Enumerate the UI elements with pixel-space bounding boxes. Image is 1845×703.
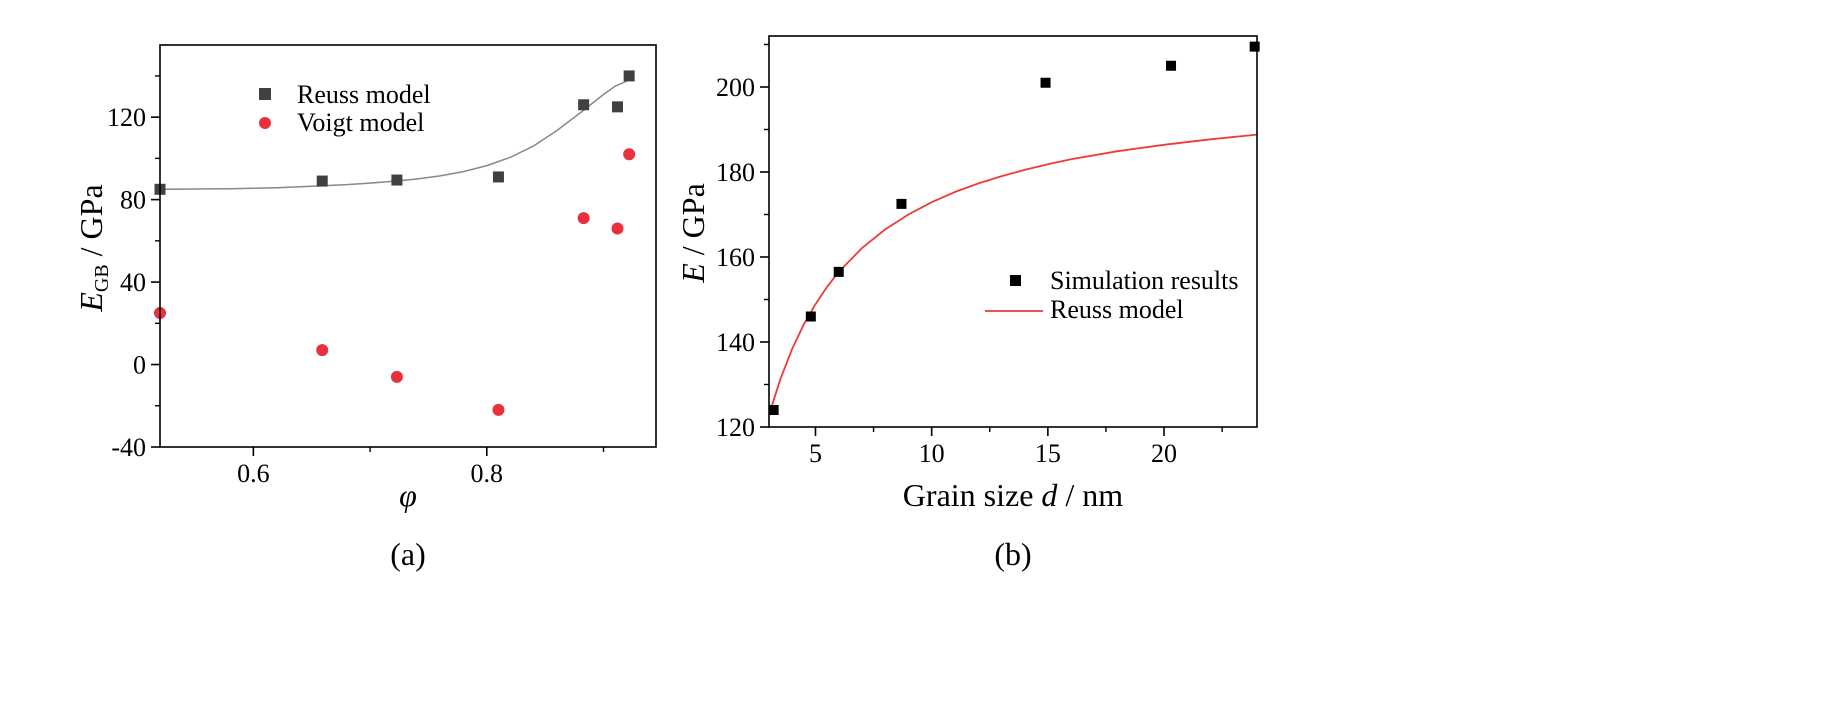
a-voigt-model-point: [623, 148, 636, 161]
b-simulation-results-point: [1166, 60, 1177, 71]
a-y-tick-label: -40: [111, 433, 146, 462]
panel-b-marks: [768, 41, 1260, 415]
a-voigt-model-point: [492, 403, 505, 416]
b-simulation-results-point: [768, 405, 779, 415]
panel-b-x-axis-label: Grain size d / nm: [903, 477, 1124, 513]
a-y-tick-label: 0: [133, 351, 146, 380]
legend-label-voigt-model: Voigt model: [297, 108, 424, 137]
panel-b-label: (b): [994, 536, 1031, 572]
b-y-tick-label: 200: [716, 73, 755, 102]
b-simulation-results-point: [896, 198, 907, 209]
a-reuss-model-point: [611, 101, 623, 113]
panel-a-y-axis-label: EGB / GPa: [73, 184, 113, 312]
legend-label-reuss-model: Reuss model: [297, 80, 431, 109]
b-x-tick-label: 15: [1035, 439, 1061, 468]
panel-b-axis-ticks: 5 10 15 20 120 140 160 180 200: [716, 43, 1223, 468]
legend-marker-reuss-model: [259, 88, 271, 100]
b-simulation-results-point: [1249, 41, 1260, 52]
panel-a-label: (a): [390, 536, 426, 572]
panel-a-legend: Reuss model Voigt model: [259, 80, 431, 137]
a-x-tick-label: 0.8: [471, 459, 504, 488]
legend-marker-voigt-model: [259, 117, 271, 129]
a-voigt-model-point: [390, 370, 403, 383]
b-x-tick-label: 20: [1151, 439, 1177, 468]
panel-b-chart: 5 10 15 20 120 140 160 180 200 Simulation result…: [675, 35, 1260, 572]
b-simulation-results-point: [1040, 77, 1051, 88]
a-y-tick-label: 80: [120, 186, 146, 215]
b-y-tick-label: 140: [716, 328, 755, 357]
b-y-tick-label: 160: [716, 243, 755, 272]
legend-marker-simulation-results: [1010, 275, 1021, 286]
a-voigt-model-point: [316, 344, 329, 357]
a-reuss-model-point: [316, 175, 328, 187]
b-x-tick-label: 5: [809, 439, 822, 468]
a-reuss-model-point: [391, 174, 403, 186]
panel-a-frame: [159, 44, 657, 448]
a-voigt-model-point: [611, 222, 624, 235]
a-reuss-model-point: [623, 70, 635, 82]
legend-label-reuss-model-b: Reuss model: [1050, 295, 1184, 324]
a-reuss-model-point: [578, 99, 590, 111]
panel-a-chart: 0.6 0.8 -40 0 40 80 120 Reuss model Voigt mode…: [73, 44, 657, 572]
a-y-tick-label: 40: [120, 268, 146, 297]
b-y-tick-label: 180: [716, 158, 755, 187]
a-reuss-model-point: [492, 171, 504, 183]
panel-b-legend: Simulation results Reuss model: [985, 266, 1239, 324]
panel-a-fit: [159, 79, 630, 191]
a-voigt-model-point: [577, 212, 590, 225]
panel-a-x-axis-label: φ: [399, 477, 417, 513]
panel-b-frame: [768, 35, 1258, 428]
panel-b-y-axis-label: E / GPa: [675, 183, 711, 284]
b-simulation-results-point: [805, 311, 816, 322]
panel-a-axis-ticks: 0.6 0.8 -40 0 40 80 120: [107, 75, 605, 488]
b-simulation-results-point: [833, 266, 844, 277]
legend-label-simulation-results: Simulation results: [1050, 266, 1239, 295]
b-x-tick-label: 10: [919, 439, 945, 468]
b-y-tick-label: 120: [716, 413, 755, 442]
a-y-tick-label: 120: [107, 103, 146, 132]
a-x-tick-label: 0.6: [237, 459, 270, 488]
a-fit-line: [159, 79, 630, 191]
